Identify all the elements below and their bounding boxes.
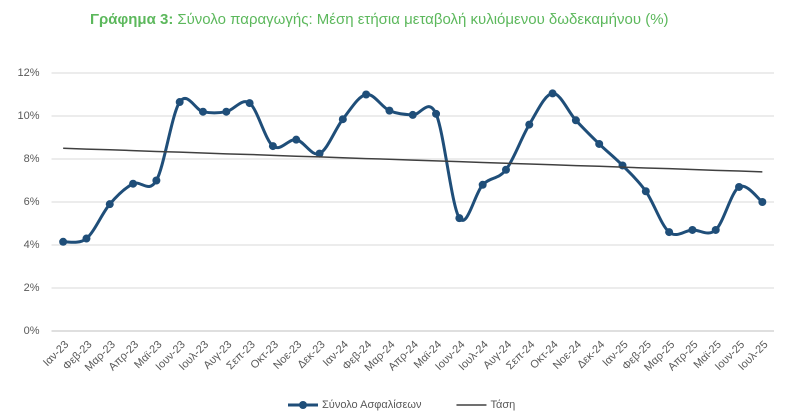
marker xyxy=(571,116,580,125)
y-tick-label: 12% xyxy=(17,67,39,79)
marker xyxy=(525,120,534,129)
marker xyxy=(198,107,207,116)
marker xyxy=(129,179,138,188)
marker xyxy=(735,182,744,191)
marker xyxy=(641,187,650,196)
marker xyxy=(338,115,347,124)
marker xyxy=(758,198,767,206)
marker xyxy=(59,237,68,246)
marker xyxy=(105,200,114,209)
title-label: Γράφημα 3: xyxy=(90,11,173,28)
marker xyxy=(665,228,674,237)
y-tick-label: 10% xyxy=(17,110,39,122)
marker xyxy=(175,98,184,107)
legend-label: Τάση xyxy=(490,399,515,411)
chart-title: Γράφημα 3: Σύνολο παραγωγής: Μέση ετήσια … xyxy=(90,11,669,28)
y-tick-label: 6% xyxy=(24,196,40,208)
marker xyxy=(408,110,417,119)
marker xyxy=(595,139,604,148)
marker xyxy=(501,165,510,174)
marker xyxy=(478,180,487,189)
marker xyxy=(152,176,161,185)
marker xyxy=(315,149,324,158)
series-line xyxy=(63,147,763,173)
marker xyxy=(222,107,231,116)
marker xyxy=(362,90,371,99)
marker xyxy=(548,89,557,98)
marker xyxy=(292,135,301,144)
marker xyxy=(385,106,394,115)
title-text: Σύνολο παραγωγής: Μέση ετήσια μεταβολή κ… xyxy=(177,11,668,28)
marker xyxy=(268,142,277,151)
marker xyxy=(245,99,254,108)
legend-label: Σύνολο Ασφαλίσεων xyxy=(322,399,422,411)
marker xyxy=(688,225,697,234)
marker xyxy=(82,234,91,243)
marker xyxy=(711,225,720,234)
y-tick-label: 2% xyxy=(24,282,40,294)
y-tick-label: 8% xyxy=(24,153,40,165)
y-tick-label: 0% xyxy=(24,325,40,337)
marker xyxy=(618,161,627,170)
marker xyxy=(455,214,464,223)
marker xyxy=(432,109,441,118)
y-tick-label: 4% xyxy=(24,239,40,251)
legend-marker xyxy=(299,401,307,409)
